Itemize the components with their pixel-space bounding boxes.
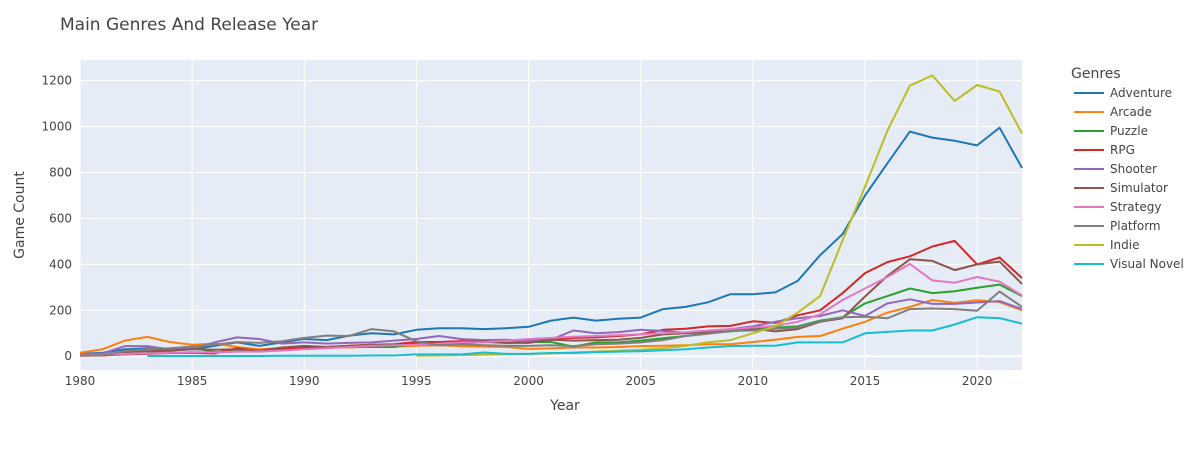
legend[interactable]: Adventure Arcade Puzzle RPG Shooter Simulator… — [1074, 86, 1184, 271]
legend-item-puzzle[interactable]: Puzzle — [1074, 124, 1148, 138]
legend-label: Simulator — [1110, 181, 1168, 195]
x-tick-label: 2000 — [513, 374, 544, 388]
x-tick-label: 2015 — [850, 374, 881, 388]
legend-label: Indie — [1110, 238, 1139, 252]
legend-item-rpg[interactable]: RPG — [1074, 143, 1135, 157]
legend-label: Shooter — [1110, 162, 1157, 176]
x-tick-label: 1980 — [65, 374, 96, 388]
series-line-arcade — [79, 299, 1023, 354]
x-tick-label: 2005 — [625, 374, 656, 388]
chart-title: Main Genres And Release Year — [60, 15, 318, 35]
legend-label: Visual Novel — [1110, 257, 1184, 271]
x-tick-label: 1995 — [401, 374, 432, 388]
series-line-strategy — [79, 262, 1023, 357]
legend-item-shooter[interactable]: Shooter — [1074, 162, 1157, 176]
y-tick-label: 1200 — [41, 74, 72, 88]
legend-label: Strategy — [1110, 200, 1161, 214]
y-axis-title: Game Count — [12, 171, 28, 259]
series-line-simulator — [80, 258, 1023, 357]
x-tick-label: 2010 — [738, 374, 769, 388]
x-tick-label: 1990 — [289, 374, 320, 388]
x-tick-label: 1985 — [177, 374, 208, 388]
legend-label: Platform — [1110, 219, 1161, 233]
x-axis-title: Year — [549, 398, 580, 414]
plot-area — [80, 60, 1022, 370]
y-tick-label: 1000 — [41, 120, 72, 134]
legend-title: Genres — [1071, 66, 1121, 82]
x-tick-label: 2020 — [962, 374, 993, 388]
y-tick-label: 400 — [49, 257, 72, 271]
y-axis-ticks: 0 200 400 600 800 1000 1200 — [41, 74, 72, 364]
x-axis-ticks: 1980 1985 1990 1995 2000 2005 2010 2015 2020 — [65, 374, 993, 388]
series-line-visual-novel — [147, 316, 1023, 357]
series-line-platform — [79, 290, 1023, 357]
y-tick-label: 0 — [64, 349, 72, 363]
legend-label: Adventure — [1110, 86, 1172, 100]
legend-item-visual-novel[interactable]: Visual Novel — [1074, 257, 1184, 271]
legend-label: RPG — [1110, 143, 1135, 157]
legend-label: Arcade — [1110, 105, 1152, 119]
legend-item-indie[interactable]: Indie — [1074, 238, 1139, 252]
y-tick-label: 800 — [49, 166, 72, 180]
legend-item-adventure[interactable]: Adventure — [1074, 86, 1172, 100]
y-tick-label: 200 — [49, 303, 72, 317]
legend-item-strategy[interactable]: Strategy — [1074, 200, 1161, 214]
legend-item-platform[interactable]: Platform — [1074, 219, 1161, 233]
series-lines — [79, 74, 1023, 357]
grid-lines — [79, 60, 1022, 370]
y-tick-label: 600 — [49, 211, 72, 225]
legend-label: Puzzle — [1110, 124, 1148, 138]
legend-item-arcade[interactable]: Arcade — [1074, 105, 1152, 119]
legend-item-simulator[interactable]: Simulator — [1074, 181, 1168, 195]
